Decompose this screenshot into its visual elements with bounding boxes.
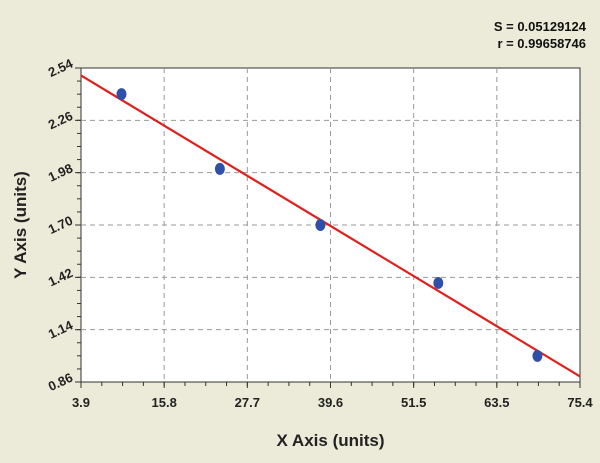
x-tick-label: 15.8 <box>152 395 177 410</box>
x-tick-label: 75.4 <box>567 395 593 410</box>
y-tick-label: 1.14 <box>46 317 76 342</box>
x-tick-label: 51.5 <box>401 395 426 410</box>
x-tick-label: 39.6 <box>318 395 343 410</box>
r-value: r = 0.99658746 <box>497 36 586 51</box>
x-tick-label: 3.9 <box>72 395 90 410</box>
y-tick-label: 1.42 <box>46 265 75 289</box>
data-point <box>116 88 127 101</box>
y-axis-label: Y Axis (units) <box>11 171 30 279</box>
data-point <box>433 276 444 289</box>
s-value: S = 0.05129124 <box>493 19 586 34</box>
fit-statistics: S = 0.05129124 r = 0.99658746 <box>494 18 586 52</box>
y-tick-label: 2.26 <box>46 108 75 132</box>
y-tick-label: 2.54 <box>46 55 76 80</box>
regression-line <box>80 74 581 378</box>
data-point <box>214 162 225 175</box>
y-tick-label: 1.98 <box>46 160 75 184</box>
y-tick-label: 0.86 <box>46 370 75 394</box>
x-tick-label: 63.5 <box>484 395 509 410</box>
data-point <box>532 349 543 362</box>
x-tick-label: 27.7 <box>235 395 260 410</box>
x-axis-label: X Axis (units) <box>277 431 385 450</box>
y-tick-label: 1.70 <box>46 213 75 237</box>
data-point <box>315 219 326 231</box>
